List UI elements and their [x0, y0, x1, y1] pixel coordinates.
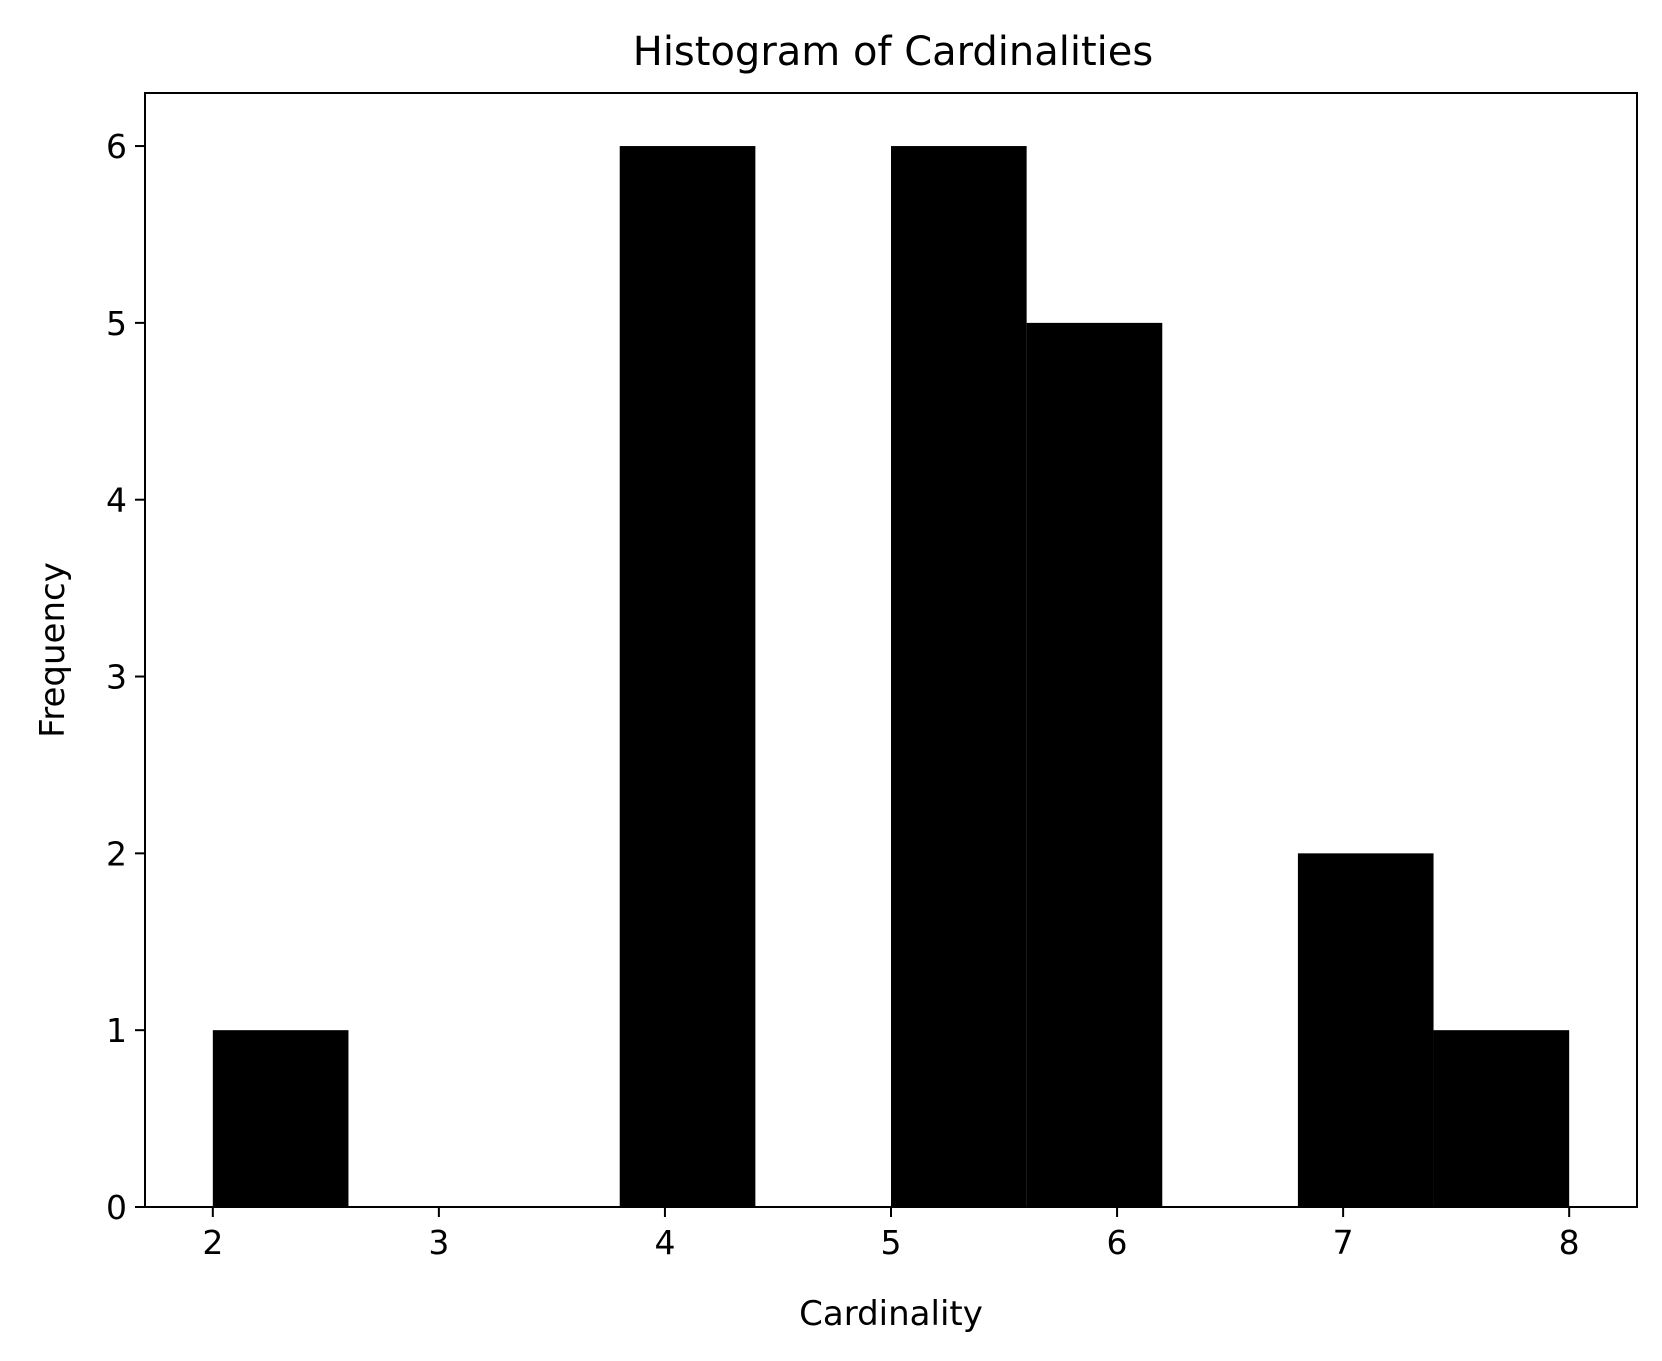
y-axis: 0 1 2 3 4 5 6 [106, 127, 145, 1227]
x-tick-label: 7 [1333, 1223, 1354, 1262]
x-tick-label: 4 [654, 1223, 675, 1262]
x-axis: 2 3 4 5 6 7 8 [202, 1207, 1580, 1262]
x-tick-label: 6 [1107, 1223, 1128, 1262]
y-tick-label: 5 [106, 304, 127, 343]
y-tick-label: 0 [106, 1188, 127, 1227]
x-tick-label: 5 [881, 1223, 902, 1262]
bars-layer [212, 146, 1570, 1208]
histogram-bar [1026, 322, 1163, 1207]
histogram-bar [1297, 853, 1434, 1207]
x-axis-title: Cardinality [799, 1294, 983, 1334]
histogram-bar [891, 146, 1027, 1208]
y-tick-label: 2 [106, 834, 127, 873]
chart-title: Histogram of Cardinalities [633, 29, 1154, 75]
y-tick-label: 6 [106, 127, 127, 166]
histogram-bar [212, 1030, 349, 1207]
x-tick-label: 3 [428, 1223, 449, 1262]
y-tick-label: 3 [106, 658, 127, 697]
x-tick-label: 8 [1559, 1223, 1580, 1262]
histogram-bar [1433, 1030, 1570, 1207]
histogram-bar [619, 146, 756, 1208]
y-tick-label: 4 [106, 481, 127, 520]
x-tick-label: 2 [202, 1223, 223, 1262]
y-tick-label: 1 [106, 1011, 127, 1050]
y-axis-title: Frequency [33, 562, 73, 738]
